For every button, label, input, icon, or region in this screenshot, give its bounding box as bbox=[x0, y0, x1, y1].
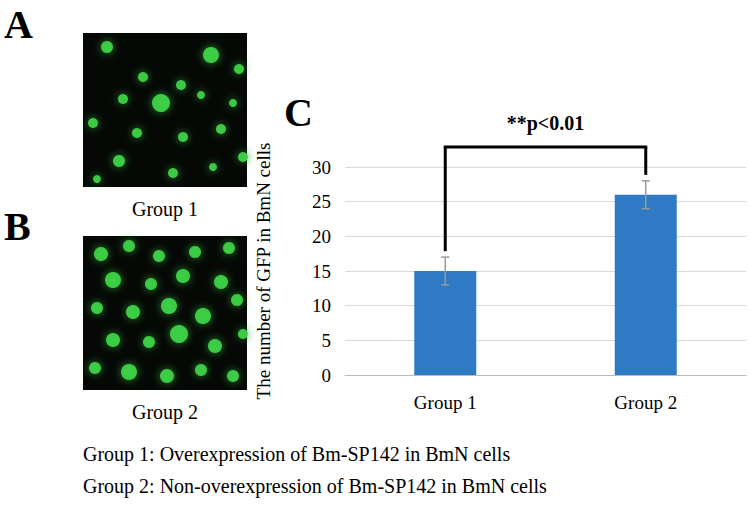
svg-text:20: 20 bbox=[312, 226, 331, 247]
svg-text:A: A bbox=[4, 2, 33, 47]
svg-text:25: 25 bbox=[312, 191, 331, 212]
svg-text:Group 1: Group 1 bbox=[132, 198, 198, 221]
svg-text:**p<0.01: **p<0.01 bbox=[507, 112, 585, 135]
svg-text:Group 2: Group 2 bbox=[132, 401, 198, 424]
svg-text:0: 0 bbox=[322, 365, 332, 386]
svg-text:15: 15 bbox=[312, 261, 331, 282]
svg-text:B: B bbox=[4, 204, 31, 249]
svg-text:Group 1: Group 1 bbox=[414, 392, 477, 413]
svg-text:Group 2: Group 2 bbox=[614, 392, 677, 413]
svg-text:10: 10 bbox=[312, 295, 331, 316]
svg-text:5: 5 bbox=[322, 330, 332, 351]
svg-text:C: C bbox=[284, 90, 313, 135]
svg-text:Group 2: Non-overexpression of: Group 2: Non-overexpression of Bm-SP142 … bbox=[83, 475, 547, 498]
svg-text:Group 1: Overexpression of Bm-: Group 1: Overexpression of Bm-SP142 in B… bbox=[83, 443, 510, 466]
svg-text:30: 30 bbox=[312, 157, 331, 178]
svg-text:The number of GFP in BmN cells: The number of GFP in BmN cells bbox=[253, 143, 274, 400]
